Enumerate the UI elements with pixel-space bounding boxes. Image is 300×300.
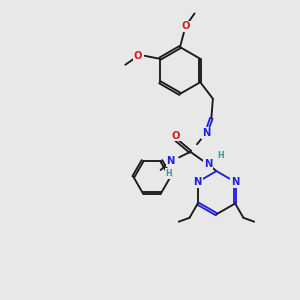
- Text: H: H: [217, 151, 224, 160]
- Text: N: N: [202, 128, 210, 138]
- Text: H: H: [165, 169, 172, 178]
- Text: O: O: [134, 51, 142, 61]
- Text: N: N: [231, 177, 239, 187]
- Text: O: O: [181, 21, 190, 31]
- Text: O: O: [172, 130, 181, 140]
- Text: N: N: [204, 159, 212, 169]
- Text: N: N: [194, 177, 202, 187]
- Text: N: N: [167, 156, 175, 166]
